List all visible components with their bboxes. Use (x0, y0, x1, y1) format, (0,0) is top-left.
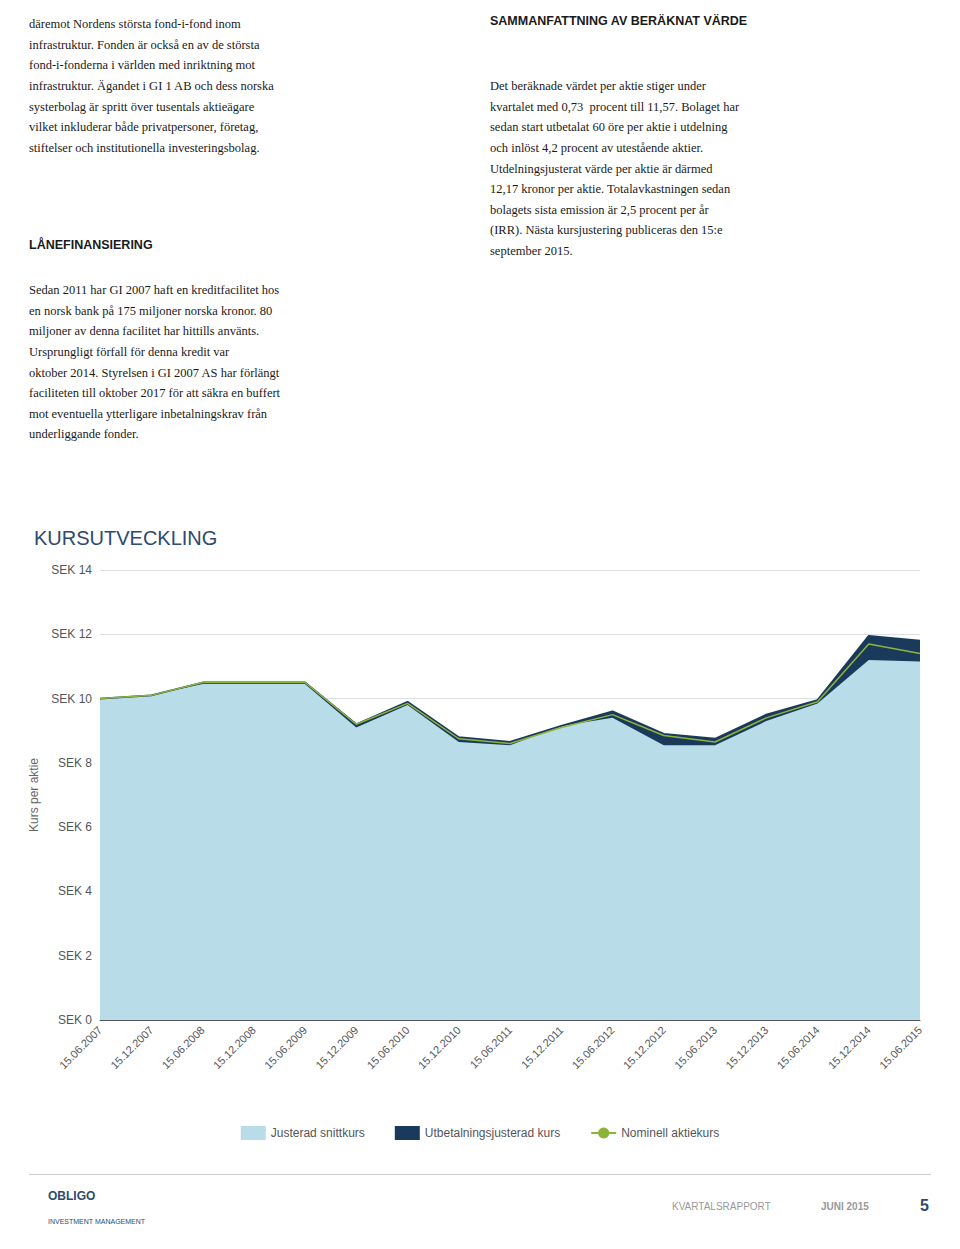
html-text:OBLIGO: OBLIGO (48, 1189, 96, 1203)
svg-text:15.12.2010: 15.12.2010 (416, 1024, 463, 1071)
svg-text:Utbetalningsjusterad kurs: Utbetalningsjusterad kurs (425, 1126, 560, 1140)
html-text:INVESTMENT MANAGEMENT: INVESTMENT MANAGEMENT (48, 1218, 146, 1225)
svg-text:SEK 2: SEK 2 (58, 949, 92, 963)
html-text:JUNI 2015: JUNI 2015 (821, 1201, 869, 1212)
svg-text:15.12.2008: 15.12.2008 (211, 1024, 258, 1071)
svg-text:SEK 12: SEK 12 (51, 627, 92, 641)
svg-text:15.12.2011: 15.12.2011 (519, 1024, 566, 1071)
html-text:Det beräknade värdet per aktie: Det beräknade värdet per aktie stiger un… (490, 79, 740, 258)
svg-text:Kurs per aktie: Kurs per aktie (27, 758, 41, 832)
svg-text:15.12.2014: 15.12.2014 (826, 1024, 873, 1071)
svg-text:15.06.2013: 15.06.2013 (672, 1024, 719, 1071)
svg-text:15.12.2007: 15.12.2007 (108, 1024, 155, 1071)
svg-text:SEK 8: SEK 8 (58, 756, 92, 770)
html-text:Sedan 2011 har GI 2007 haft en: Sedan 2011 har GI 2007 haft en kreditfac… (29, 283, 281, 442)
svg-text:SEK 6: SEK 6 (58, 820, 92, 834)
svg-text:KURSUTVECKLING: KURSUTVECKLING (34, 527, 217, 549)
html-text:KVARTALSRAPPORT: KVARTALSRAPPORT (672, 1201, 771, 1212)
svg-text:15.06.2007: 15.06.2007 (57, 1024, 104, 1071)
svg-text:15.06.2012: 15.06.2012 (569, 1024, 616, 1071)
svg-text:15.12.2013: 15.12.2013 (723, 1024, 770, 1071)
svg-text:SEK 10: SEK 10 (51, 692, 92, 706)
svg-text:15.12.2012: 15.12.2012 (621, 1024, 668, 1071)
svg-text:Nominell aktiekurs: Nominell aktiekurs (621, 1126, 719, 1140)
svg-text:15.06.2011: 15.06.2011 (467, 1024, 514, 1071)
svg-text:15.06.2008: 15.06.2008 (159, 1024, 206, 1071)
html-text:SAMMANFATTNING AV BERÄKNAT VÄR: SAMMANFATTNING AV BERÄKNAT VÄRDE (490, 14, 748, 28)
svg-text:SEK 0: SEK 0 (58, 1013, 92, 1027)
html-text:LÅNEFINANSIERING: LÅNEFINANSIERING (29, 238, 153, 252)
svg-text:15.06.2015: 15.06.2015 (877, 1024, 924, 1071)
html-text:däremot Nordens största fond-i: däremot Nordens största fond-i-fond inom… (29, 17, 274, 155)
html-text:5: 5 (920, 1197, 929, 1214)
svg-text:Justerad snittkurs: Justerad snittkurs (271, 1126, 365, 1140)
svg-text:15.06.2009: 15.06.2009 (262, 1024, 309, 1071)
svg-text:SEK 4: SEK 4 (58, 884, 92, 898)
svg-text:15.06.2010: 15.06.2010 (364, 1024, 411, 1071)
svg-text:SEK 14: SEK 14 (51, 563, 92, 577)
svg-text:15.12.2009: 15.12.2009 (313, 1024, 360, 1071)
svg-text:15.06.2014: 15.06.2014 (774, 1024, 821, 1071)
